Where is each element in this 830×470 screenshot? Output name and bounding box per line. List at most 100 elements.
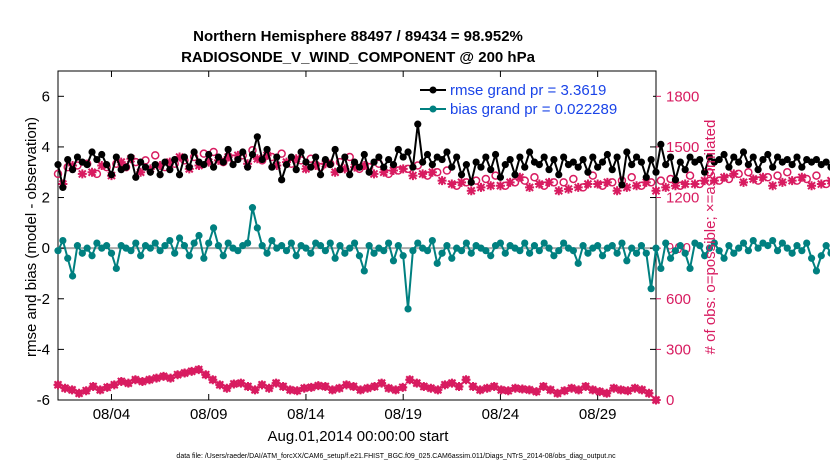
rmse-series-point xyxy=(491,150,500,159)
bias-series-point xyxy=(788,249,796,257)
legend-rmse-marker xyxy=(429,86,437,94)
rmse-series-point xyxy=(769,163,777,171)
bias-series-point xyxy=(457,247,466,255)
bias-series-point xyxy=(175,234,184,242)
bias-series-point xyxy=(146,244,154,252)
obs-low-cross xyxy=(496,385,506,395)
rmse-series-point xyxy=(234,155,242,164)
obs-low-cross xyxy=(74,388,84,398)
obs-assimilated-point xyxy=(739,177,749,187)
rmse-series-point xyxy=(171,155,179,164)
obs-assimilated-point xyxy=(223,152,233,162)
obs-low-cross xyxy=(510,383,520,393)
data-file-footnote: data file: /Users/raeder/DAI/ATM_forcXX/… xyxy=(176,453,616,460)
obs-low-cross xyxy=(517,384,527,394)
y-tick-label: 6 xyxy=(42,88,50,105)
obs-low-cross xyxy=(574,385,584,395)
obs-low-cross xyxy=(447,378,457,388)
obs-low-cross xyxy=(468,382,478,392)
rmse-series-point xyxy=(321,155,329,164)
obs-assimilated-point xyxy=(816,179,826,189)
x-tick-label: 08/04 xyxy=(93,406,131,423)
obs-low-cross xyxy=(630,383,640,393)
obs-low-cross xyxy=(264,383,274,393)
obs-low-cross xyxy=(243,382,253,392)
obs-assimilated-point xyxy=(155,160,165,170)
rmse-series-point xyxy=(560,153,568,161)
bias-series-point xyxy=(350,239,359,247)
bias-series-point xyxy=(409,247,417,255)
rmse-series-point xyxy=(438,155,446,164)
bias-series-point xyxy=(263,249,271,257)
bias-series-point xyxy=(525,249,534,257)
y-tick-label: -2 xyxy=(37,291,50,308)
obs-low-cross xyxy=(433,385,443,395)
rmse-series-point xyxy=(662,161,670,169)
bias-series-point xyxy=(817,252,825,260)
rmse-series-point xyxy=(112,153,120,161)
y2-axis-label: # of obs: o=possible; ×=assimilated xyxy=(702,120,719,355)
bias-series-point xyxy=(292,252,300,260)
rmse-series-point xyxy=(409,163,417,171)
bias-series-point xyxy=(399,252,407,260)
bias-series-point xyxy=(530,242,539,250)
legend-box xyxy=(415,78,653,118)
bias-series-point xyxy=(608,242,616,250)
rmse-series-point xyxy=(137,158,145,166)
bias-series-point xyxy=(598,252,607,260)
obs-assimilated-point xyxy=(418,169,428,179)
bias-series-point xyxy=(725,242,733,250)
obs-low-cross xyxy=(651,395,661,405)
obs-low-cross xyxy=(489,382,499,392)
rmse-series-point xyxy=(404,148,412,156)
rmse-series-point xyxy=(350,158,359,166)
obs-low-cross xyxy=(187,366,197,376)
bias-series-point xyxy=(574,259,582,267)
rmse-series-point xyxy=(666,153,675,161)
rmse-series-point xyxy=(613,153,621,161)
obs-low-cross xyxy=(222,383,232,393)
rmse-series-point xyxy=(297,148,305,156)
rmse-series-point xyxy=(598,158,607,166)
legend-bias-marker xyxy=(429,105,437,113)
rmse-series-point xyxy=(525,148,534,156)
obs-assimilated-point xyxy=(136,167,146,177)
bias-series-point xyxy=(798,247,806,255)
chart-subtitle: RADIOSONDE_V_WIND_COMPONENT @ 200 hPa xyxy=(181,49,536,66)
bias-series-point xyxy=(701,252,709,260)
bias-series-point xyxy=(132,239,140,247)
bias-series-point xyxy=(209,224,218,232)
bias-series-point xyxy=(316,242,325,250)
rmse-series-point xyxy=(637,158,646,166)
obs-assimilated-point xyxy=(262,150,272,160)
obs-assimilated-point xyxy=(525,182,535,192)
obs-possible-point xyxy=(520,176,529,185)
obs-possible-point xyxy=(559,178,568,187)
obs-possible-point xyxy=(656,176,666,185)
obs-low-cross xyxy=(560,386,570,396)
rmse-series-point xyxy=(341,153,349,161)
obs-assimilated-point xyxy=(797,172,807,182)
obs-assimilated-point xyxy=(670,181,680,191)
bias-series-point xyxy=(404,305,412,313)
bias-series-point xyxy=(103,242,111,250)
obs-low-cross xyxy=(313,381,323,391)
y-tick-label: -6 xyxy=(37,392,50,409)
bias-series-point xyxy=(560,239,568,247)
bias-series-point xyxy=(535,247,543,255)
x-tick-label: 08/24 xyxy=(482,406,520,423)
rmse-series-point xyxy=(244,163,252,171)
obs-low-cross xyxy=(208,375,218,385)
rmse-series-point xyxy=(103,161,111,169)
rmse-series-point xyxy=(292,166,300,174)
obs-assimilated-point xyxy=(447,179,457,189)
obs-assimilated-point xyxy=(612,186,622,196)
obs-assimilated-point xyxy=(437,176,447,186)
obs-assimilated-point xyxy=(748,174,758,184)
rmse-series-point xyxy=(730,153,738,161)
x-tick-label: 08/14 xyxy=(287,406,325,423)
obs-assimilated-point xyxy=(758,172,768,182)
obs-assimilated-point xyxy=(165,157,175,167)
bias-series-point xyxy=(637,242,646,250)
obs-low-cross xyxy=(616,385,626,395)
